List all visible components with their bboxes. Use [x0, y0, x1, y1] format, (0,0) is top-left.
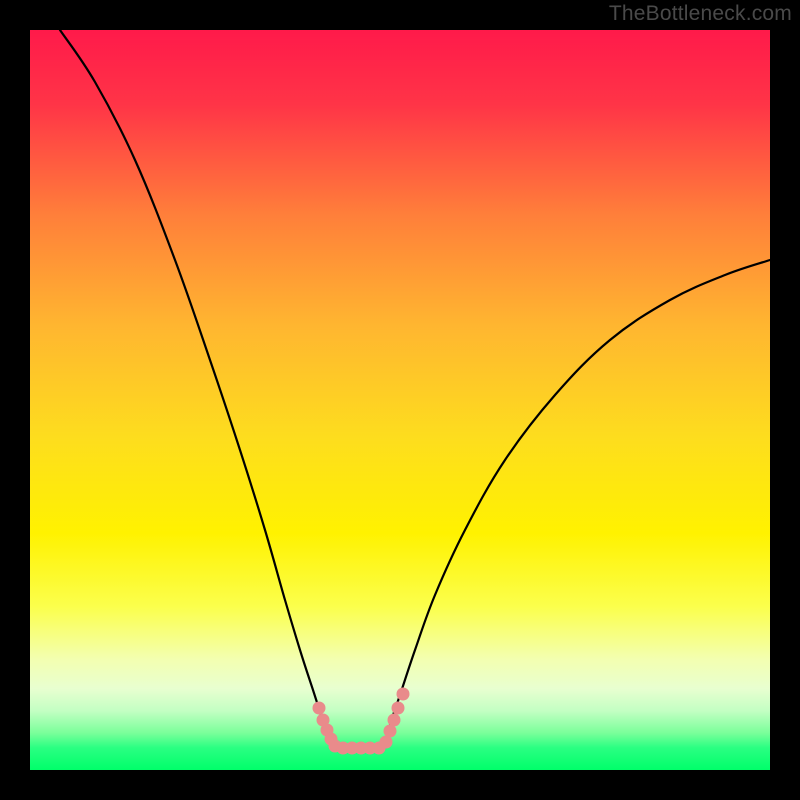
marker-right	[388, 714, 401, 727]
plot-area	[30, 30, 770, 770]
marker-right	[392, 702, 405, 715]
watermark-text: TheBottleneck.com	[609, 2, 792, 26]
marker-left	[313, 702, 326, 715]
marker-right	[397, 688, 410, 701]
chart-container: TheBottleneck.com	[0, 0, 800, 800]
chart-svg	[0, 0, 800, 800]
